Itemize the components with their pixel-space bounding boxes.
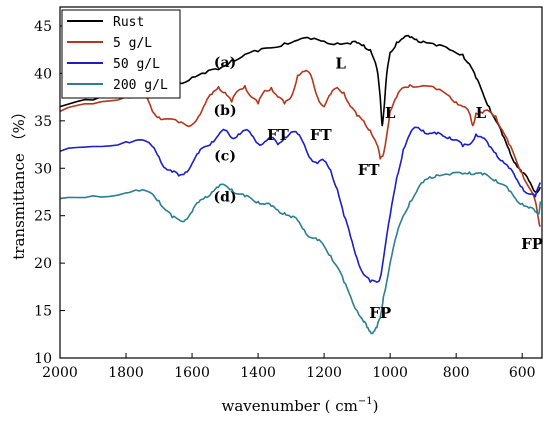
x-axis-title: wavenumber ( cm−1) bbox=[222, 396, 379, 415]
curve-label: (b) bbox=[214, 103, 237, 119]
legend-label-3: 200 g/L bbox=[113, 78, 168, 93]
peak-label: FT bbox=[267, 126, 290, 144]
y-tick-label: 15 bbox=[34, 304, 52, 320]
curve-label: (c) bbox=[214, 149, 236, 165]
peak-label: FT bbox=[358, 161, 381, 179]
curve-label: (d) bbox=[214, 189, 237, 205]
peak-label: FP bbox=[369, 304, 391, 322]
peak-label: L bbox=[385, 104, 396, 122]
peak-label: FT bbox=[310, 126, 333, 144]
x-tick-label: 1200 bbox=[306, 365, 342, 381]
y-tick-label: 25 bbox=[34, 209, 52, 225]
x-tick-label: 1000 bbox=[372, 365, 408, 381]
series-line-3 bbox=[59, 171, 542, 335]
legend-label-2: 50 g/L bbox=[113, 57, 160, 72]
legend-label-1: 5 g/L bbox=[113, 36, 152, 51]
peak-label: L bbox=[335, 55, 346, 73]
x-tick-label: 1600 bbox=[174, 365, 210, 381]
y-tick-label: 30 bbox=[34, 161, 52, 177]
legend-label-0: Rust bbox=[113, 15, 144, 30]
y-tick-label: 10 bbox=[34, 351, 52, 367]
x-tick-label: 1800 bbox=[108, 365, 144, 381]
y-axis-title: transmittance （%） bbox=[10, 104, 28, 259]
x-tick-label: 2000 bbox=[42, 365, 78, 381]
curve-label: (a) bbox=[214, 55, 236, 71]
x-tick-label: 800 bbox=[443, 365, 470, 381]
y-tick-label: 40 bbox=[34, 66, 52, 82]
x-tick-label: 600 bbox=[509, 365, 536, 381]
peak-label: FP bbox=[521, 235, 543, 253]
series-line-1 bbox=[59, 69, 542, 227]
y-tick-label: 45 bbox=[34, 19, 52, 35]
plot-frame bbox=[59, 6, 543, 359]
x-axis-title-close: ) bbox=[373, 397, 379, 415]
peak-label: L bbox=[476, 104, 487, 122]
x-tick-label: 1400 bbox=[240, 365, 276, 381]
y-tick-label: 35 bbox=[34, 114, 52, 130]
y-tick-label: 20 bbox=[34, 256, 52, 272]
x-axis-title-main: wavenumber ( cm bbox=[222, 397, 358, 415]
x-axis-title-exponent: −1 bbox=[358, 396, 373, 407]
series-line-0 bbox=[59, 34, 542, 194]
series-line-2 bbox=[59, 126, 542, 283]
